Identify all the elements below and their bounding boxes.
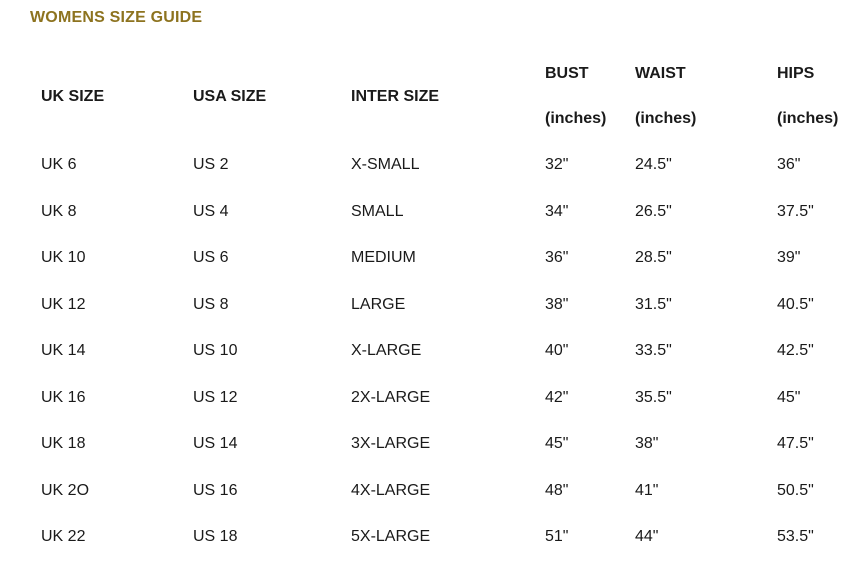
column-header-hips: HIPS (inches) [777,51,838,142]
column-label: USA SIZE [193,87,267,105]
cell: 5X-LARGE [351,528,431,546]
table-body: UK 6 US 2 X-SMALL 32" 24.5" 36" UK 8 US 4 SMALL 3… [41,142,838,561]
cell: US 12 [193,388,238,406]
cell: 45" [545,435,569,453]
cell: 40.5" [777,295,814,313]
cell: US 16 [193,481,238,499]
table-row: UK 10 US 6 MEDIUM 36" 28.5" 39" [41,235,838,282]
cell: US 14 [193,435,238,453]
column-header-waist: WAIST (inches) [635,51,777,142]
cell: 45" [777,388,801,406]
table-row: UK 8 US 4 SMALL 34" 26.5" 37.5" [41,189,838,236]
cell: UK 10 [41,249,86,267]
cell: 44" [635,528,659,546]
cell: 39" [777,249,801,267]
cell: 38" [545,295,569,313]
cell: US 18 [193,528,238,546]
cell: UK 12 [41,295,86,313]
table-row: UK 22 US 18 5X-LARGE 51" 44" 53.5" [41,514,838,561]
cell: UK 14 [41,342,86,360]
cell: UK 22 [41,528,86,546]
cell: LARGE [351,295,406,313]
cell: 36" [777,156,801,174]
column-sublabel: (inches) [635,110,697,128]
cell: 42" [545,388,569,406]
cell: 3X-LARGE [351,435,431,453]
cell: 40" [545,342,569,360]
column-label: UK SIZE [41,87,105,105]
table-row: UK 12 US 8 LARGE 38" 31.5" 40.5" [41,282,838,329]
cell: UK 8 [41,202,77,220]
cell: 37.5" [777,202,814,220]
table-row: UK 2O US 16 4X-LARGE 48" 41" 50.5" [41,468,838,515]
cell: 47.5" [777,435,814,453]
cell: MEDIUM [351,249,416,267]
cell: 4X-LARGE [351,481,431,499]
cell: 33.5" [635,342,672,360]
cell: 48" [545,481,569,499]
size-guide-table: UK SIZE USA SIZE INTER SIZE BUST (inches) WAI… [41,51,838,561]
table-row: UK 14 US 10 X-LARGE 40" 33.5" 42.5" [41,328,838,375]
cell: US 10 [193,342,238,360]
cell: 36" [545,249,569,267]
cell: UK 18 [41,435,86,453]
column-sublabel: (inches) [777,110,839,128]
column-label: INTER SIZE [351,87,440,105]
column-header-uk-size: UK SIZE [41,51,193,142]
cell: 2X-LARGE [351,388,431,406]
column-header-inter-size: INTER SIZE [351,51,545,142]
cell: 35.5" [635,388,672,406]
cell: 50.5" [777,481,814,499]
table-row: UK 16 US 12 2X-LARGE 42" 35.5" 45" [41,375,838,422]
table-row: UK 18 US 14 3X-LARGE 45" 38" 47.5" [41,421,838,468]
cell: UK 16 [41,388,86,406]
cell: 24.5" [635,156,672,174]
cell: 34" [545,202,569,220]
table-header: UK SIZE USA SIZE INTER SIZE BUST (inches) WAI… [41,51,838,142]
cell: 42.5" [777,342,814,360]
column-header-usa-size: USA SIZE [193,51,351,142]
cell: 28.5" [635,249,672,267]
column-label: BUST [545,64,589,82]
cell: 32" [545,156,569,174]
cell: X-LARGE [351,342,422,360]
cell: 53.5" [777,528,814,546]
cell: US 6 [193,249,229,267]
table-row: UK 6 US 2 X-SMALL 32" 24.5" 36" [41,142,838,189]
cell: SMALL [351,202,404,220]
column-header-bust: BUST (inches) [545,51,635,142]
cell: US 4 [193,202,229,220]
page-title: WOMENS SIZE GUIDE [30,9,203,26]
column-label: HIPS [777,64,815,82]
column-label: WAIST [635,64,686,82]
cell: UK 2O [41,481,90,499]
cell: X-SMALL [351,156,420,174]
cell: 41" [635,481,659,499]
cell: US 2 [193,156,229,174]
cell: UK 6 [41,156,77,174]
column-sublabel: (inches) [545,110,607,128]
cell: 38" [635,435,659,453]
cell: 51" [545,528,569,546]
cell: 26.5" [635,202,672,220]
cell: US 8 [193,295,229,313]
cell: 31.5" [635,295,672,313]
